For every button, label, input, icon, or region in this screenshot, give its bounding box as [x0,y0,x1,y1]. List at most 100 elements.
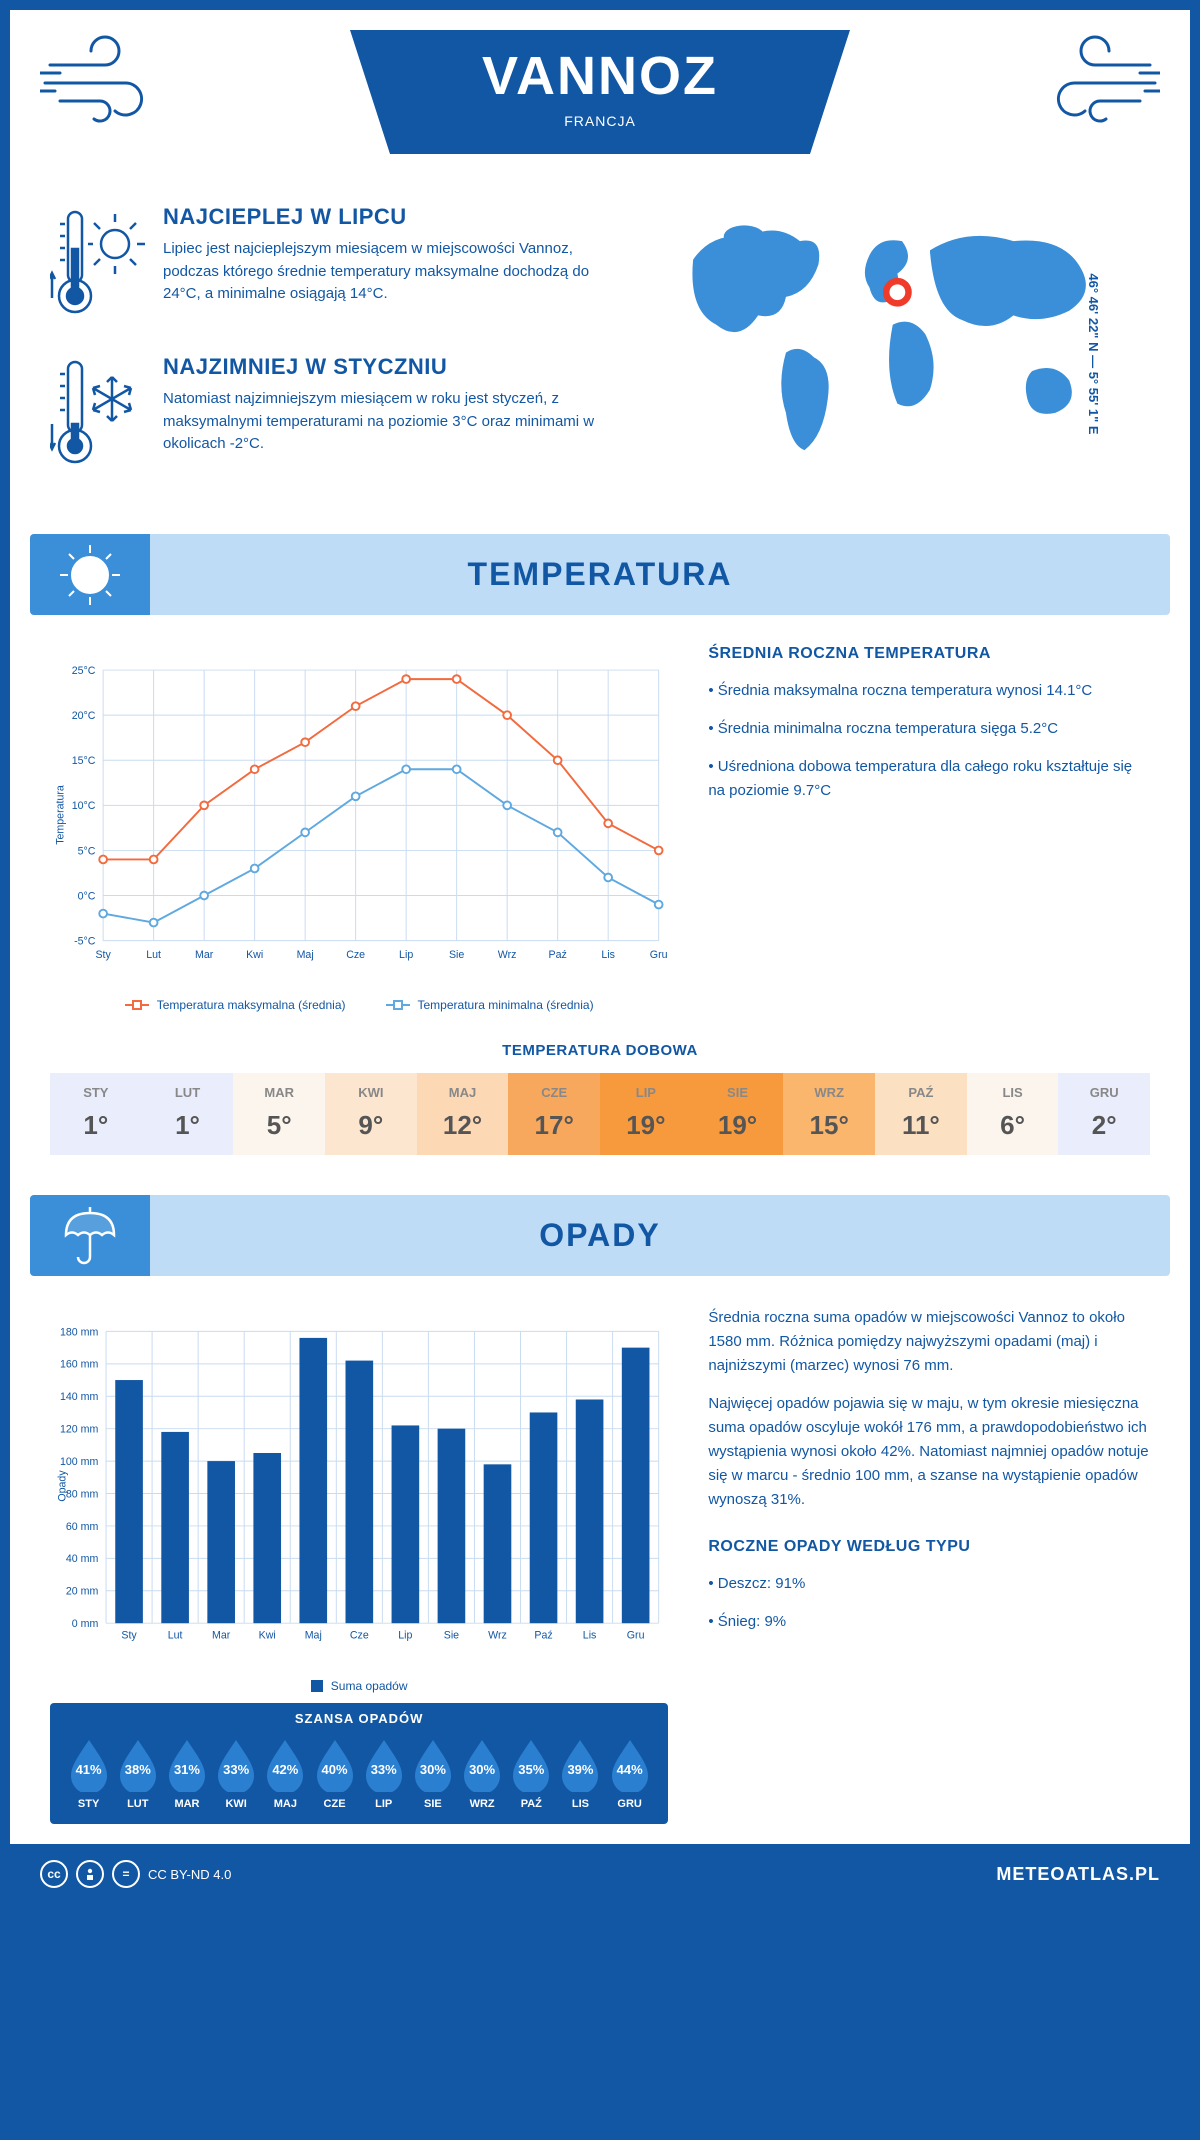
daily-cell: GRU2° [1058,1073,1150,1155]
svg-text:15°C: 15°C [72,755,96,767]
svg-text:Wrz: Wrz [498,949,517,961]
precipitation-bar-chart: 0 mm20 mm40 mm60 mm80 mm100 mm120 mm140 … [50,1306,668,1666]
header-banner: VANNOZ FRANCJA [350,30,850,154]
svg-text:0°C: 0°C [78,890,96,902]
precip-side-text: Średnia roczna suma opadów w miejscowośc… [708,1306,1150,1824]
footer: cc = CC BY-ND 4.0 METEOATLAS.PL [10,1844,1190,1904]
svg-text:Mar: Mar [212,1630,231,1642]
cold-text: Natomiast najzimniejszym miesiącem w rok… [163,388,605,456]
wind-icon-right [1020,35,1160,125]
daily-cell: MAR5° [233,1073,325,1155]
drop-col: 35%PAŹ [507,1736,556,1810]
legend-max: Temperatura maksymalna (średnia) [157,998,346,1012]
wind-icon-left [40,35,180,125]
svg-text:Lip: Lip [398,1630,412,1642]
svg-text:Kwi: Kwi [259,1630,276,1642]
svg-text:160 mm: 160 mm [60,1359,98,1371]
legend-precip: Suma opadów [331,1679,408,1693]
svg-text:Sie: Sie [444,1630,459,1642]
svg-text:Opady: Opady [56,1470,68,1502]
temp-section-header: TEMPERATURA [30,534,1170,615]
umbrella-section-icon [30,1195,150,1276]
intro-row: NAJCIEPLEJ W LIPCU Lipiec jest najcieple… [10,194,1190,534]
annual-temp-title: ŚREDNIA ROCZNA TEMPERATURA [708,645,1150,663]
hot-text: Lipiec jest najcieplejszym miesiącem w m… [163,238,605,306]
drop-col: 30%WRZ [458,1736,507,1810]
drop-col: 44%GRU [605,1736,654,1810]
svg-text:180 mm: 180 mm [60,1326,98,1338]
temp-title: TEMPERATURA [30,556,1170,593]
svg-text:120 mm: 120 mm [60,1424,98,1436]
thermometer-sun-icon [50,204,145,324]
cc-icon: cc [40,1860,68,1888]
svg-text:Sie: Sie [449,949,464,961]
svg-text:40 mm: 40 mm [66,1553,99,1565]
svg-text:Mar: Mar [195,949,214,961]
precip-type-title: ROCZNE OPADY WEDŁUG TYPU [708,1538,1150,1556]
chance-panel: SZANSA OPADÓW 41%STY38%LUT31%MAR33%KWI42… [50,1703,668,1824]
hot-title: NAJCIEPLEJ W LIPCU [163,204,605,230]
precip-rain: • Deszcz: 91% [708,1572,1150,1596]
temp-chart-area: -5°C0°C5°C10°C15°C20°C25°CStyLutMarKwiMa… [50,645,668,1012]
daily-cell: LIS6° [967,1073,1059,1155]
license-text: CC BY-ND 4.0 [148,1867,231,1882]
drop-col: 42%MAJ [261,1736,310,1810]
city-name: VANNOZ [440,45,760,107]
daily-cell: PAŹ11° [875,1073,967,1155]
svg-text:Paź: Paź [549,949,567,961]
country-name: FRANCJA [440,113,760,129]
precip-p1: Średnia roczna suma opadów w miejscowośc… [708,1306,1150,1378]
thermometer-snow-icon [50,354,145,474]
svg-text:60 mm: 60 mm [66,1521,99,1533]
world-map-icon [645,204,1150,464]
svg-text:Maj: Maj [305,1630,322,1642]
legend-min: Temperatura minimalna (średnia) [418,998,594,1012]
svg-text:Lut: Lut [146,949,161,961]
daily-cell: MAJ12° [417,1073,509,1155]
drop-col: 38%LUT [113,1736,162,1810]
by-icon [76,1860,104,1888]
annual-temp-b1: • Średnia maksymalna roczna temperatura … [708,679,1150,703]
cold-fact: NAJZIMNIEJ W STYCZNIU Natomiast najzimni… [50,354,605,474]
page: VANNOZ FRANCJA NAJCIEPLEJ W LI [10,10,1190,1904]
svg-text:Wrz: Wrz [488,1630,507,1642]
precip-snow: • Śnieg: 9% [708,1610,1150,1634]
coordinates: 46° 46' 22" N — 5° 55' 1" E [1086,273,1101,434]
temp-body: -5°C0°C5°C10°C15°C20°C25°CStyLutMarKwiMa… [10,615,1190,1032]
daily-cell: WRZ15° [783,1073,875,1155]
sun-section-icon [30,534,150,615]
daily-cell: KWI9° [325,1073,417,1155]
svg-text:25°C: 25°C [72,665,96,677]
precip-p2: Najwięcej opadów pojawia się w maju, w t… [708,1392,1150,1512]
svg-text:Lis: Lis [583,1630,597,1642]
svg-text:140 mm: 140 mm [60,1391,98,1403]
cold-title: NAJZIMNIEJ W STYCZNIU [163,354,605,380]
daily-cell: LUT1° [142,1073,234,1155]
svg-text:Kwi: Kwi [246,949,263,961]
temperature-line-chart: -5°C0°C5°C10°C15°C20°C25°CStyLutMarKwiMa… [50,645,668,985]
nd-icon: = [112,1860,140,1888]
drop-col: 39%LIS [556,1736,605,1810]
temp-legend: .leg-line[style*='f26a3d']::after{border… [50,998,668,1012]
precip-legend: Suma opadów [50,1679,668,1693]
header: VANNOZ FRANCJA [10,10,1190,194]
precip-section-header: OPADY [30,1195,1170,1276]
chance-title: SZANSA OPADÓW [64,1711,654,1726]
precip-body: 0 mm20 mm40 mm60 mm80 mm100 mm120 mm140 … [10,1276,1190,1844]
svg-text:Lis: Lis [601,949,615,961]
svg-text:Gru: Gru [650,949,668,961]
svg-text:-5°C: -5°C [74,935,96,947]
drop-col: 30%SIE [408,1736,457,1810]
daily-temp-title: TEMPERATURA DOBOWA [10,1042,1190,1059]
svg-text:100 mm: 100 mm [60,1456,98,1468]
drop-col: 40%CZE [310,1736,359,1810]
svg-text:Paź: Paź [534,1630,552,1642]
annual-temp-b3: • Uśredniona dobowa temperatura dla całe… [708,755,1150,803]
drop-col: 41%STY [64,1736,113,1810]
svg-text:0 mm: 0 mm [72,1618,99,1630]
svg-text:Lut: Lut [168,1630,183,1642]
svg-text:Maj: Maj [297,949,314,961]
precip-chart-area: 0 mm20 mm40 mm60 mm80 mm100 mm120 mm140 … [50,1306,668,1824]
site-name: METEOATLAS.PL [996,1864,1160,1885]
daily-cell: STY1° [50,1073,142,1155]
